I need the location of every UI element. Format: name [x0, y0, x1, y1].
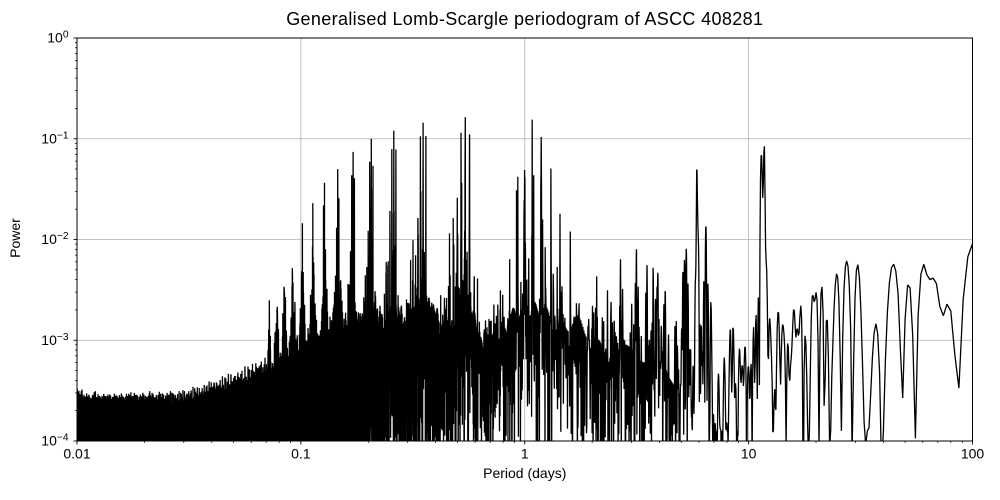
svg-text:0.01: 0.01 — [63, 446, 90, 462]
svg-text:100: 100 — [961, 446, 985, 462]
svg-text:Power: Power — [7, 218, 23, 258]
svg-text:Period (days): Period (days) — [483, 465, 566, 481]
svg-text:1: 1 — [521, 446, 529, 462]
svg-text:Generalised Lomb-Scargle perio: Generalised Lomb-Scargle periodogram of … — [286, 9, 763, 29]
svg-text:10: 10 — [741, 446, 757, 462]
svg-text:0.1: 0.1 — [291, 446, 311, 462]
